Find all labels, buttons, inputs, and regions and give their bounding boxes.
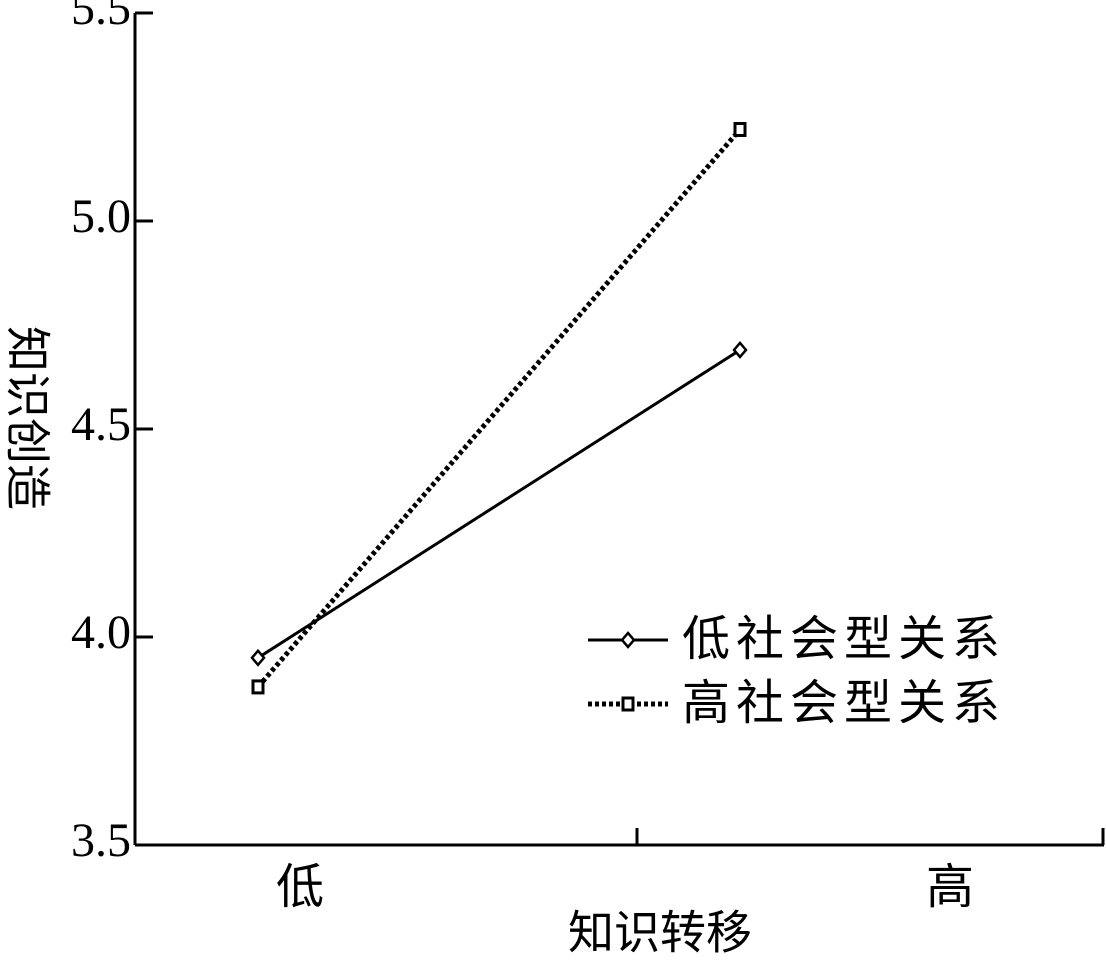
y-tick-label: 3.5 — [71, 814, 131, 867]
marker — [250, 648, 266, 667]
x-tick-label: 低 — [276, 861, 324, 914]
y-axis-label: 知识创造 — [1, 326, 52, 510]
legend-label: 高社会型关系 — [682, 677, 1006, 730]
marker — [732, 341, 748, 359]
y-tick-label: 5.5 — [71, 0, 131, 35]
series-line — [256, 127, 742, 689]
legend-label: 低社会型关系 — [682, 613, 1006, 666]
legend-marker — [621, 696, 635, 712]
x-tick-label: 高 — [926, 861, 974, 914]
y-tick-label: 4.0 — [71, 606, 131, 659]
y-tick-label: 5.0 — [71, 190, 131, 243]
legend-marker — [620, 631, 636, 649]
marker — [251, 679, 265, 695]
y-tick-label: 4.5 — [71, 398, 131, 451]
x-axis-label: 知识转移 — [568, 908, 752, 959]
series-line — [257, 348, 741, 660]
marker — [733, 121, 747, 137]
